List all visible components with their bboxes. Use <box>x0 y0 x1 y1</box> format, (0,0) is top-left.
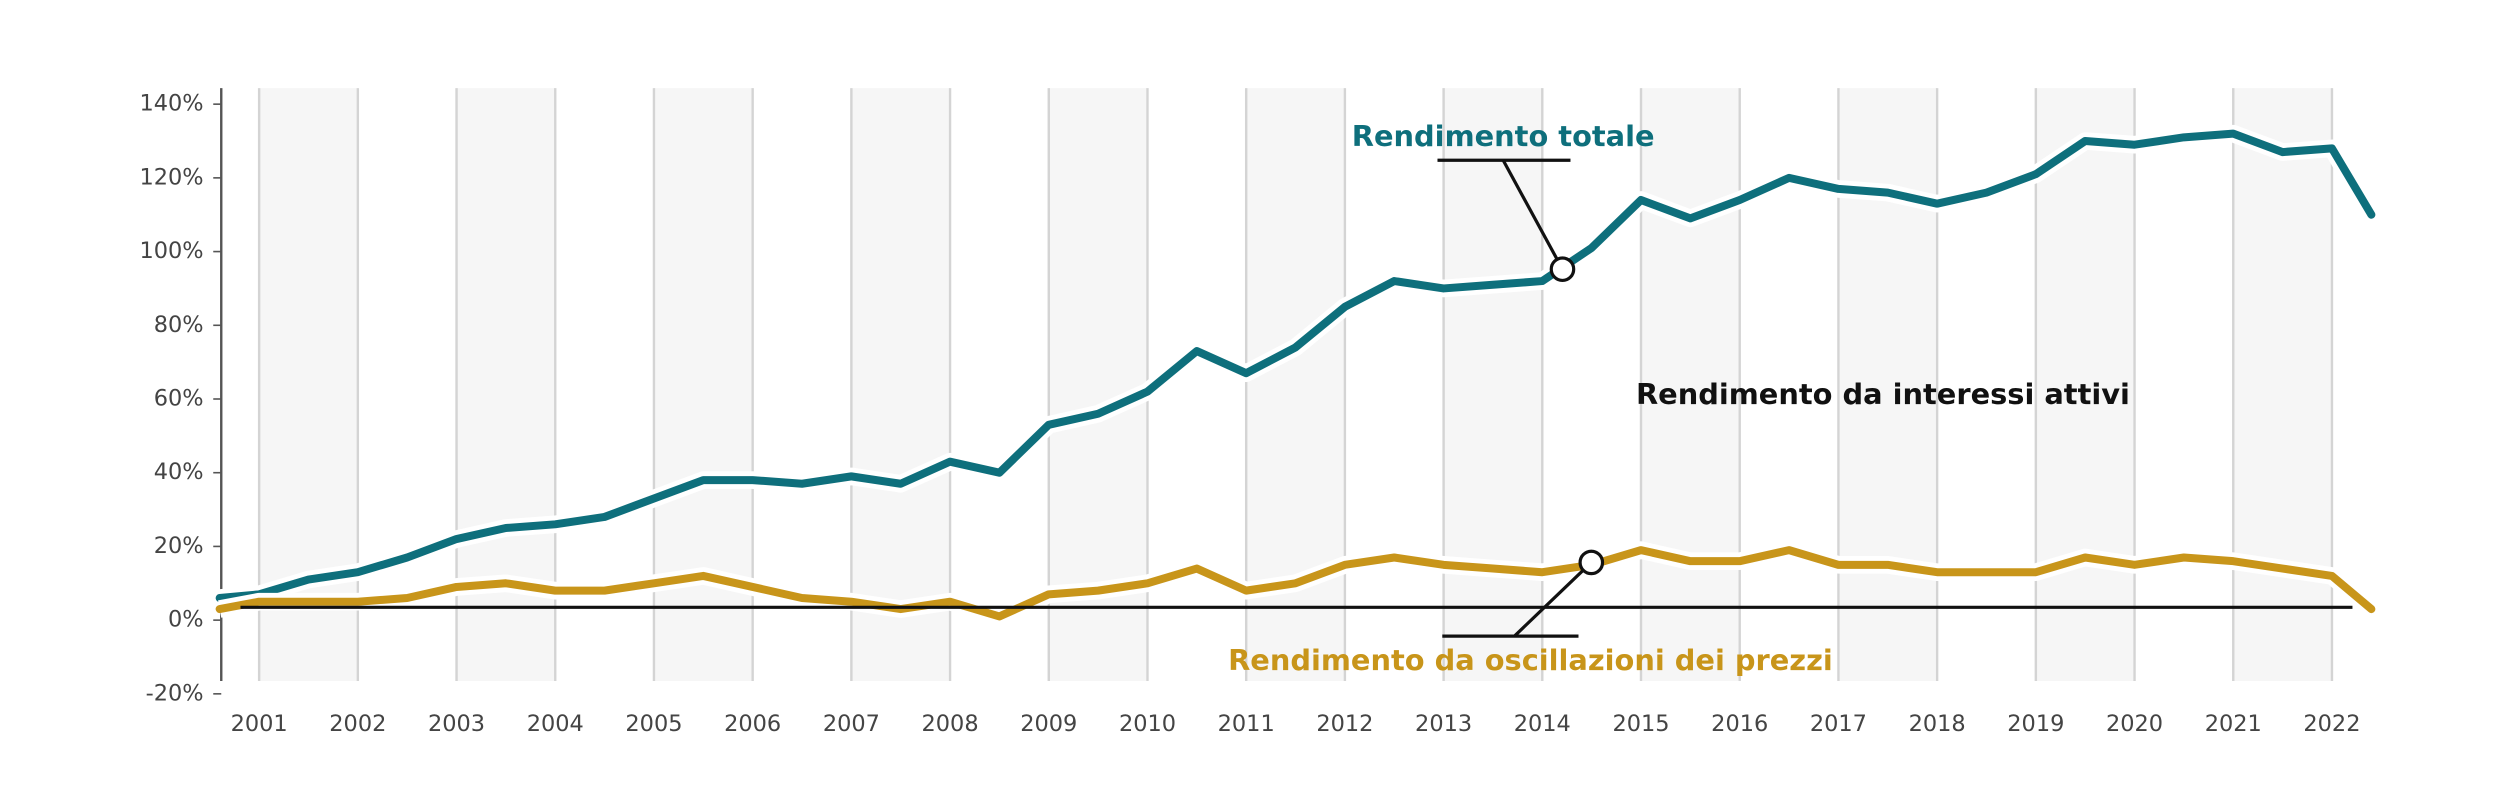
band <box>2035 88 2135 682</box>
pointer <box>1549 256 1576 283</box>
y-tick-label: 140% <box>140 91 204 117</box>
x-tick-label: 2004 <box>527 711 584 737</box>
x-tick-label: 2021 <box>2205 711 2262 737</box>
band <box>2233 88 2332 682</box>
x-tick-label: 2022 <box>2303 711 2360 737</box>
series-label: Rendimento totale <box>1352 119 1655 153</box>
pointer <box>1578 549 1605 576</box>
series-label: Rendimento da oscillazioni dei prezzi <box>1228 643 1833 677</box>
y-tick-label: 60% <box>154 386 204 412</box>
x-tick-label: 2019 <box>2007 711 2064 737</box>
x-tick-label: 2011 <box>1218 711 1275 737</box>
x-tick-label: 2009 <box>1020 711 1077 737</box>
x-tick-label: 2007 <box>823 711 880 737</box>
line <box>215 129 2376 603</box>
y-tick-label: 20% <box>154 533 204 559</box>
x-tick-label: 2001 <box>231 711 288 737</box>
x-tick-label: 2017 <box>1810 711 1867 737</box>
band <box>1443 88 1543 682</box>
y-tick-label: -20% <box>146 680 204 706</box>
annotation: Rendimento da interessi attivi <box>1636 377 2130 411</box>
line <box>215 546 2376 621</box>
plot <box>215 124 2379 626</box>
y-tick-label: 120% <box>140 164 204 190</box>
band <box>1641 88 1740 682</box>
y-tick-label: 100% <box>140 238 204 264</box>
x-tick-label: 2003 <box>428 711 485 737</box>
x-tick-label: 2012 <box>1316 711 1373 737</box>
x-tick-label: 2014 <box>1514 711 1571 737</box>
x-tick-label: 2006 <box>724 711 781 737</box>
x-tick-label: 2008 <box>922 711 979 737</box>
x-tick-label: 2020 <box>2106 711 2163 737</box>
y-tick-label: 80% <box>154 312 204 338</box>
x-tick-label: 2010 <box>1119 711 1176 737</box>
leader-line <box>1501 159 1564 270</box>
x-tick-label: 2016 <box>1711 711 1768 737</box>
band <box>851 88 951 682</box>
x-tick-label: 2015 <box>1612 711 1669 737</box>
leader-line <box>1513 561 1593 638</box>
x-tick-label: 2013 <box>1415 711 1472 737</box>
x-tick-label: 2005 <box>625 711 682 737</box>
y-tick-label: 40% <box>154 459 204 485</box>
x-tick-label: 2002 <box>329 711 386 737</box>
x-tick-label: 2018 <box>1909 711 1966 737</box>
y-tick-label: 0% <box>168 607 204 633</box>
